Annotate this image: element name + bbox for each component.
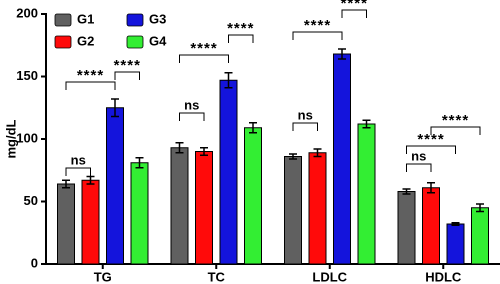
legend-swatch xyxy=(54,13,72,27)
bar xyxy=(195,151,213,265)
significance-bracket xyxy=(65,81,116,90)
legend-label: G2 xyxy=(77,33,94,48)
y-tick-label: 50 xyxy=(24,193,38,208)
significance-bracket xyxy=(179,54,229,63)
significance-label: **** xyxy=(341,0,368,12)
significance-label: **** xyxy=(114,57,141,74)
y-tick-label: 200 xyxy=(16,5,38,20)
error-bar xyxy=(338,48,346,60)
bar xyxy=(446,223,465,265)
significance-label: **** xyxy=(190,40,217,57)
y-axis-label: mg/dL xyxy=(3,119,18,158)
bar xyxy=(308,152,327,265)
error-bar xyxy=(224,72,233,89)
x-tick-label: TC xyxy=(208,269,226,284)
significance-bracket xyxy=(228,34,254,43)
error-bar xyxy=(86,175,95,185)
bar xyxy=(357,123,376,265)
significance-bracket xyxy=(292,31,343,40)
y-tick-label: 150 xyxy=(16,68,38,83)
bar xyxy=(397,191,416,265)
error-bar xyxy=(135,157,144,169)
significance-label: **** xyxy=(227,20,254,37)
legend-label: G4 xyxy=(149,33,167,48)
bar xyxy=(422,187,440,265)
legend-swatch xyxy=(126,35,144,49)
error-bar xyxy=(249,122,257,134)
significance-label: ns xyxy=(298,107,313,122)
bar xyxy=(106,107,124,265)
x-tick-label: TG xyxy=(94,269,112,284)
bar xyxy=(219,79,238,265)
significance-bracket xyxy=(65,167,91,176)
y-tick-label: 100 xyxy=(16,130,38,145)
bar xyxy=(471,207,489,265)
x-tick-label: LDLC xyxy=(312,269,347,284)
error-bar xyxy=(313,148,322,158)
error-bar xyxy=(289,153,297,160)
legend-swatch xyxy=(54,35,72,49)
significance-bracket xyxy=(406,163,432,172)
bar xyxy=(57,183,75,265)
significance-label: **** xyxy=(417,131,444,148)
error-bar xyxy=(476,203,484,213)
error-bar xyxy=(402,188,411,195)
bar xyxy=(244,127,262,265)
error-bar xyxy=(362,119,371,129)
significance-bracket xyxy=(179,112,205,121)
significance-bracket xyxy=(292,122,318,131)
significance-bracket xyxy=(114,71,140,80)
error-bar xyxy=(62,179,70,189)
significance-label: **** xyxy=(442,112,469,129)
y-tick-label: 0 xyxy=(31,255,38,270)
significance-bracket xyxy=(406,145,456,154)
legend-label: G3 xyxy=(149,11,166,26)
significance-label: **** xyxy=(304,17,331,34)
significance-bracket xyxy=(430,126,481,135)
x-tick-label: HDLC xyxy=(425,269,462,284)
error-bar xyxy=(451,222,460,226)
error-bar xyxy=(427,182,435,194)
bar xyxy=(284,156,302,265)
legend-label: G1 xyxy=(77,11,94,26)
significance-label: ns xyxy=(71,152,86,167)
significance-label: ns xyxy=(184,97,199,112)
bar xyxy=(170,147,189,265)
error-bar xyxy=(111,98,119,118)
bar xyxy=(81,179,100,265)
bar xyxy=(130,162,149,265)
error-bar xyxy=(200,147,208,156)
significance-bracket xyxy=(341,9,367,18)
significance-label: ns xyxy=(411,148,426,163)
error-bar xyxy=(175,142,184,154)
significance-label: **** xyxy=(77,67,104,84)
bar xyxy=(333,53,351,265)
legend-swatch xyxy=(126,13,144,27)
